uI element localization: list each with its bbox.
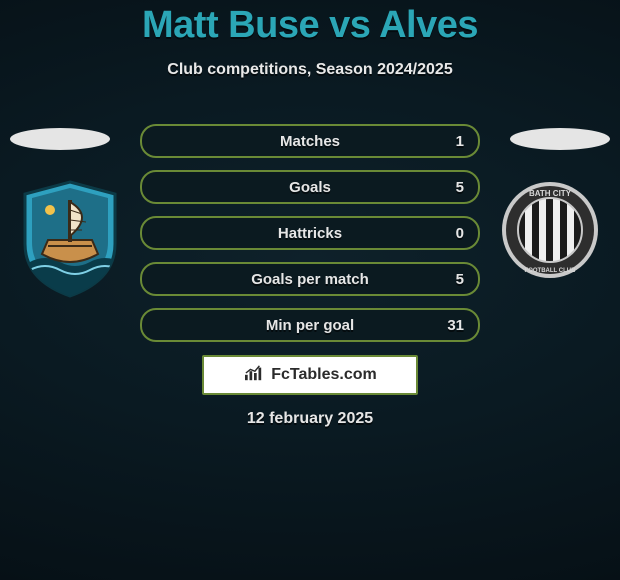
page-subtitle: Club competitions, Season 2024/2025	[0, 61, 620, 79]
stat-value: 0	[456, 218, 464, 248]
stat-row: Goals per match 5	[140, 262, 480, 296]
stat-value: 1	[456, 126, 464, 156]
right-club-crest: BATH CITY FOOTBALL CLUB	[500, 180, 600, 280]
stat-value: 31	[447, 310, 464, 340]
brand-badge: FcTables.com	[202, 355, 418, 395]
stat-label: Goals per match	[142, 264, 478, 294]
svg-text:FOOTBALL CLUB: FOOTBALL CLUB	[525, 268, 577, 274]
date-text: 12 february 2025	[0, 410, 620, 428]
left-club-crest	[20, 180, 120, 298]
stat-row: Hattricks 0	[140, 216, 480, 250]
stat-value: 5	[456, 264, 464, 294]
page-title: Matt Buse vs Alves	[0, 0, 620, 47]
bar-chart-icon	[243, 364, 265, 387]
stat-value: 5	[456, 172, 464, 202]
stat-label: Min per goal	[142, 310, 478, 340]
brand-text: FcTables.com	[271, 366, 377, 384]
svg-text:BATH CITY: BATH CITY	[529, 189, 572, 198]
stat-row: Min per goal 31	[140, 308, 480, 342]
right-ellipse	[510, 128, 610, 150]
left-ellipse	[10, 128, 110, 150]
stat-label: Matches	[142, 126, 478, 156]
stats-panel: Matches 1 Goals 5 Hattricks 0 Goals per …	[140, 124, 480, 342]
stat-row: Matches 1	[140, 124, 480, 158]
stat-label: Goals	[142, 172, 478, 202]
stat-row: Goals 5	[140, 170, 480, 204]
stat-label: Hattricks	[142, 218, 478, 248]
